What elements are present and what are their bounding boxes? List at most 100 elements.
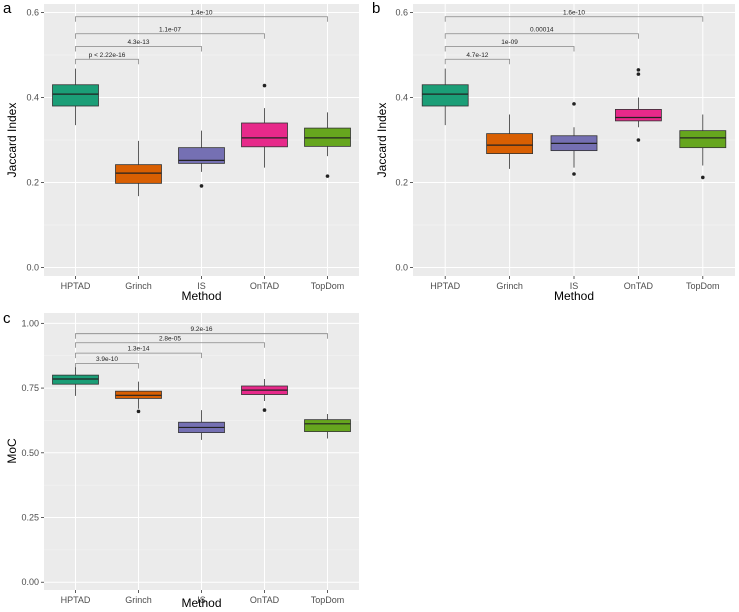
- panel-b-box-topdom: [679, 114, 727, 180]
- panel-a-ytick-label: 0.4: [26, 93, 39, 103]
- panel-c-significance-label: 3.9e-10: [96, 356, 118, 363]
- panel-b: b 4.7e-12 1e-09 0.00014 1.6e-10 0.0 0.2 0.4 0.…: [372, 0, 735, 303]
- panel-b-xtick-label: Grinch: [496, 281, 523, 291]
- panel-a-significance-label: 4.3e-13: [127, 39, 149, 46]
- panel-c-significance-bracket: [75, 363, 139, 369]
- panel-b-xtick-label: IS: [570, 281, 579, 291]
- outlier-point: [636, 72, 641, 76]
- outlier-point: [572, 172, 576, 176]
- panel-a-box-is: [178, 130, 225, 188]
- panel-a-xlabel: Method: [181, 289, 221, 303]
- panel-c-ylabel: MoC: [5, 438, 19, 464]
- panel-b-xtick-label: HPTAD: [430, 281, 460, 291]
- panel-a-significance-bracket: [75, 33, 265, 39]
- outlier-point: [199, 184, 204, 188]
- panel-c-letter: c: [3, 310, 11, 327]
- panel-c-xtick-label: OnTAD: [250, 595, 280, 605]
- box-body: [178, 147, 225, 164]
- panel-a-ytick-label: 0.0: [26, 263, 39, 273]
- panel-b-significance-label: 1e-09: [501, 39, 518, 46]
- box-body: [115, 164, 162, 184]
- panel-a-xtick-label: IS: [197, 281, 206, 291]
- panel-c-ytick-label: 1.00: [21, 318, 39, 328]
- panel-c-box-hptad: [52, 367, 99, 396]
- box-body: [304, 419, 351, 432]
- outlier-point: [262, 408, 267, 412]
- panel-b-box-hptad: [421, 68, 469, 126]
- panel-b-ylabel: Jaccard Index: [375, 103, 389, 178]
- panel-c-xtick-label: HPTAD: [61, 595, 91, 605]
- box-body: [615, 109, 662, 122]
- outlier-point: [262, 83, 267, 88]
- panel-a-significance-label: 1.1e-07: [159, 26, 181, 33]
- outlier-point: [136, 409, 141, 414]
- panel-c-ytick-label: 0.25: [21, 513, 39, 523]
- panel-a-significance-label: 1.4e-10: [190, 9, 212, 16]
- box-body: [421, 84, 469, 107]
- box-body: [679, 130, 727, 149]
- panel-b-xtick-label: TopDom: [686, 281, 720, 291]
- panel-c-box-ontad: [241, 379, 288, 412]
- panel-a-box-topdom: [304, 112, 351, 178]
- panel-a-ylabel: Jaccard Index: [5, 103, 19, 178]
- panel-b-ytick-label: 0.4: [395, 93, 408, 103]
- panel-c-box-is: [178, 410, 225, 440]
- panel-b-letter: b: [372, 0, 380, 17]
- outlier-point: [701, 175, 705, 180]
- panel-b-box-grinch: [486, 114, 534, 169]
- panel-c-ytick-label: 0.75: [21, 383, 39, 393]
- panel-a-box-grinch: [115, 140, 162, 197]
- panel-a-xtick-label: TopDom: [311, 281, 345, 291]
- panel-c-box-grinch: [115, 381, 162, 414]
- panel-b-significance-bracket: [444, 16, 704, 22]
- panel-b-significance-label: 4.7e-12: [466, 52, 488, 59]
- panel-c-significance-bracket: [75, 352, 202, 359]
- panel-b-significance-label: 1.6e-10: [563, 9, 585, 16]
- panel-c-xtick-label: Grinch: [125, 595, 152, 605]
- panel-a-significance-bracket: [75, 16, 328, 22]
- panel-c-xtick-label: TopDom: [311, 595, 345, 605]
- panel-a-significance-bracket: [75, 58, 139, 65]
- outlier-point: [325, 174, 330, 178]
- panel-a-box-ontad: [241, 83, 288, 168]
- panel-c-ytick-label: 0.50: [21, 448, 39, 458]
- panel-b-ytick-label: 0.0: [395, 263, 408, 273]
- panel-a-box-hptad: [52, 68, 99, 126]
- panel-a-ytick-label: 0.6: [26, 8, 39, 18]
- panel-a-significance-bracket: [75, 46, 202, 52]
- panel-a-significance-label: p < 2.22e-16: [89, 52, 126, 59]
- box-body: [52, 84, 99, 107]
- box-body: [304, 127, 351, 147]
- panel-b-xtick-label: OnTAD: [624, 281, 654, 291]
- panel-c-box-topdom: [304, 413, 351, 439]
- panel-a-xtick-label: HPTAD: [61, 281, 91, 291]
- panel-b-ytick-label: 0.2: [395, 178, 408, 188]
- panel-b-ytick-label: 0.6: [395, 8, 408, 18]
- panel-a-letter: a: [3, 0, 12, 17]
- panel-b-significance-label: 0.00014: [530, 26, 554, 33]
- panel-c-xtick-label: IS: [197, 595, 206, 605]
- box-body: [52, 374, 99, 385]
- panel-b-significance-bracket: [444, 33, 639, 39]
- panel-a-xtick-label: Grinch: [125, 281, 152, 291]
- panel-c-significance-bracket: [75, 333, 328, 339]
- panel-c-significance-label: 9.2e-16: [190, 326, 212, 333]
- outlier-point: [572, 102, 576, 106]
- panel-c-ytick-label: 0.00: [21, 577, 39, 587]
- panel-c-significance-label: 2.8e-05: [159, 335, 181, 342]
- outlier-point: [636, 68, 641, 72]
- panel-a-xtick-label: OnTAD: [250, 281, 280, 291]
- panel-b-xlabel: Method: [554, 289, 594, 303]
- panel-b-box-is: [550, 102, 598, 176]
- panel-a-ytick-label: 0.2: [26, 178, 39, 188]
- panel-b-box-ontad: [615, 68, 662, 142]
- box-body: [486, 133, 534, 155]
- panel-c-significance-bracket: [75, 342, 265, 348]
- panel-c-significance-label: 1.3e-14: [127, 346, 149, 353]
- panel-b-significance-bracket: [444, 58, 510, 65]
- panel-c-xlabel: Method: [181, 596, 221, 610]
- panel-a: a p < 2.22e-164.3e-13 1.1e-07 1.4e-10 0.0 0…: [3, 0, 359, 303]
- panel-b-significance-bracket: [444, 46, 575, 52]
- outlier-point: [636, 138, 641, 142]
